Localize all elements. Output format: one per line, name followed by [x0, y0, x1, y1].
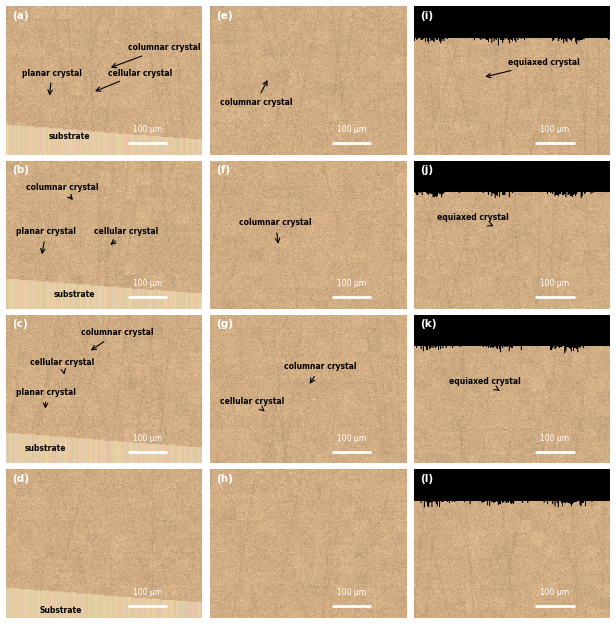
Text: equiaxed crystal: equiaxed crystal	[437, 213, 509, 226]
Text: (j): (j)	[419, 165, 433, 175]
Text: 100 μm: 100 μm	[132, 434, 162, 442]
Text: cellular crystal: cellular crystal	[30, 358, 94, 373]
Text: columnar crystal: columnar crystal	[240, 218, 312, 243]
Text: columnar crystal: columnar crystal	[112, 43, 200, 68]
Text: 100 μm: 100 μm	[132, 125, 162, 134]
Text: substrate: substrate	[54, 290, 95, 299]
Text: 100 μm: 100 μm	[336, 125, 366, 134]
Text: 100 μm: 100 μm	[540, 588, 570, 597]
Text: 100 μm: 100 μm	[540, 280, 570, 288]
Text: (l): (l)	[419, 474, 433, 484]
Text: (b): (b)	[12, 165, 29, 175]
Text: 100 μm: 100 μm	[132, 280, 162, 288]
Text: columnar crystal: columnar crystal	[81, 328, 153, 350]
Text: equiaxed crystal: equiaxed crystal	[449, 378, 521, 391]
Text: (c): (c)	[12, 319, 28, 329]
Text: (i): (i)	[419, 11, 433, 21]
Text: planar crystal: planar crystal	[16, 388, 76, 407]
Text: substrate: substrate	[48, 132, 90, 142]
Text: columnar crystal: columnar crystal	[26, 183, 99, 199]
Text: substrate: substrate	[25, 444, 66, 453]
Text: (h): (h)	[216, 474, 233, 484]
Text: (k): (k)	[419, 319, 436, 329]
Text: 100 μm: 100 μm	[336, 434, 366, 442]
Text: 100 μm: 100 μm	[336, 588, 366, 597]
Text: 100 μm: 100 μm	[132, 588, 162, 597]
Text: cellular crystal: cellular crystal	[96, 69, 172, 91]
Text: (e): (e)	[216, 11, 232, 21]
Text: cellular crystal: cellular crystal	[220, 397, 284, 411]
Text: (a): (a)	[12, 11, 29, 21]
Text: 100 μm: 100 μm	[336, 280, 366, 288]
Text: 100 μm: 100 μm	[540, 125, 570, 134]
Text: 100 μm: 100 μm	[540, 434, 570, 442]
Text: cellular crystal: cellular crystal	[94, 227, 158, 244]
Text: equiaxed crystal: equiaxed crystal	[487, 58, 580, 77]
Text: planar crystal: planar crystal	[22, 69, 82, 94]
Text: (d): (d)	[12, 474, 29, 484]
Text: (g): (g)	[216, 319, 233, 329]
Text: (f): (f)	[216, 165, 230, 175]
Text: planar crystal: planar crystal	[16, 227, 76, 253]
Text: Substrate: Substrate	[40, 606, 82, 615]
Text: columnar crystal: columnar crystal	[285, 363, 357, 383]
Text: columnar crystal: columnar crystal	[220, 81, 293, 107]
